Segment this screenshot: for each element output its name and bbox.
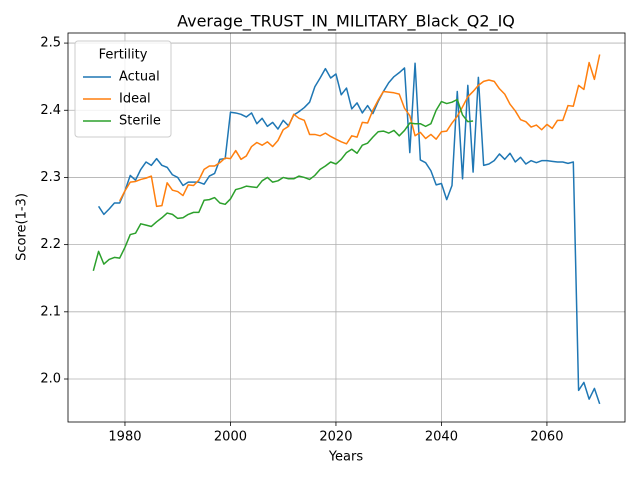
x-tick-label: 1980 bbox=[108, 430, 141, 445]
series-line bbox=[119, 54, 601, 208]
legend-label: Actual bbox=[119, 70, 160, 85]
x-tick-label: 2040 bbox=[425, 430, 458, 445]
y-tick-label: 2.1 bbox=[40, 304, 61, 319]
y-tick-label: 2.0 bbox=[40, 372, 61, 387]
y-axis-label: Score(1-3) bbox=[15, 193, 30, 261]
x-axis-label: Years bbox=[328, 450, 364, 465]
legend: Fertility Actual Ideal Sterile bbox=[74, 40, 172, 138]
y-tick-label: 2.2 bbox=[40, 237, 61, 252]
plot-frame bbox=[67, 32, 626, 423]
legend-label: Ideal bbox=[119, 92, 151, 107]
legend-box bbox=[74, 40, 172, 138]
series-line bbox=[97, 62, 601, 405]
chart-title: Average_TRUST_IN_MILITARY_Black_Q2_IQ bbox=[177, 12, 515, 32]
x-tick-label: 2020 bbox=[319, 430, 352, 445]
y-tick-label: 2.4 bbox=[40, 103, 61, 118]
legend-label: Sterile bbox=[119, 114, 161, 129]
y-tick-label: 2.5 bbox=[40, 36, 61, 51]
legend-title: Fertility bbox=[99, 48, 148, 63]
x-tick-label: 2060 bbox=[530, 430, 563, 445]
x-tick-label: 2000 bbox=[214, 430, 247, 445]
series-line bbox=[92, 98, 474, 272]
y-tick-label: 2.3 bbox=[40, 170, 61, 185]
